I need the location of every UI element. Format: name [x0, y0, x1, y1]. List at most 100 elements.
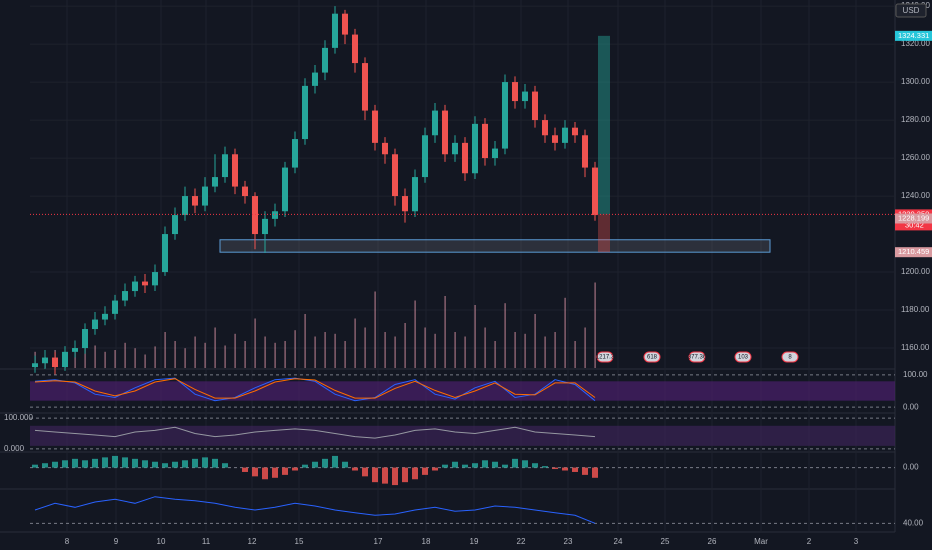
- candle-body: [302, 85, 308, 140]
- histogram-bar: [572, 467, 578, 472]
- histogram-bar: [82, 460, 88, 468]
- candle-body: [132, 281, 138, 292]
- volume-bar: [234, 333, 236, 368]
- stop-zone: [598, 214, 610, 253]
- indicator-tick-label: 40.00: [903, 518, 924, 527]
- histogram-bar: [132, 458, 138, 468]
- volume-bar: [524, 333, 526, 368]
- candle-body: [522, 91, 528, 102]
- histogram-bar: [152, 461, 158, 468]
- histogram-bar: [532, 463, 538, 468]
- histogram-bar: [62, 460, 68, 468]
- volume-bar: [454, 332, 456, 368]
- volume-bar: [424, 327, 426, 368]
- histogram-bar: [422, 467, 428, 475]
- volume-bar: [374, 291, 376, 368]
- candle-body: [222, 154, 228, 178]
- x-tick-label: 17: [374, 537, 383, 546]
- indicator-line: [34, 426, 596, 439]
- x-tick-label: 26: [708, 537, 717, 546]
- x-tick-label: 24: [614, 537, 623, 546]
- candle-body: [422, 135, 428, 178]
- event-marker: [781, 351, 799, 363]
- indicator-tick-label: 0.00: [903, 463, 919, 472]
- price-badge: [895, 247, 932, 258]
- candle-body: [312, 72, 318, 86]
- event-marker: [643, 351, 661, 363]
- volume-bar: [554, 332, 556, 368]
- volume-bar: [464, 336, 466, 368]
- histogram-bar: [322, 458, 328, 468]
- candle-body: [372, 110, 378, 143]
- x-tick-label: 22: [517, 537, 526, 546]
- volume-bar: [324, 332, 326, 368]
- candle-body: [192, 196, 198, 206]
- histogram-bar: [42, 463, 48, 468]
- y-tick-label: 1180.00: [901, 305, 930, 314]
- x-tick-label: 23: [564, 537, 573, 546]
- candle-body: [472, 123, 478, 174]
- volume-bar: [444, 296, 446, 368]
- histogram-bar: [592, 467, 598, 478]
- candle-body: [442, 110, 448, 155]
- histogram-bar: [432, 467, 438, 471]
- histogram-bar: [402, 467, 408, 483]
- volume-bar: [154, 346, 156, 368]
- volume-bar: [294, 330, 296, 368]
- volume-bar: [124, 342, 126, 368]
- volume-bar: [584, 327, 586, 368]
- candle-body: [462, 142, 468, 174]
- volume-bar: [334, 333, 336, 368]
- histogram-bar: [542, 466, 548, 468]
- x-tick-label: 15: [295, 537, 304, 546]
- x-tick-label: 9: [114, 537, 119, 546]
- volume-bar: [494, 341, 496, 368]
- histogram-bar: [482, 460, 488, 468]
- candle-body: [332, 13, 338, 48]
- histogram-bar: [412, 467, 418, 480]
- event-label: 618: [647, 355, 658, 361]
- volume-bar: [564, 297, 566, 368]
- candle-body: [182, 196, 188, 216]
- candle-body: [532, 91, 538, 121]
- event-label: 103: [738, 355, 749, 361]
- volume-bar: [404, 323, 406, 368]
- histogram-bar: [382, 467, 388, 484]
- candle-body: [432, 110, 438, 136]
- histogram-bar: [562, 467, 568, 471]
- candle-body: [582, 135, 588, 168]
- candle-body: [152, 272, 158, 286]
- currency-box[interactable]: [895, 3, 927, 18]
- indicator-tick-label: 100.00: [903, 370, 928, 379]
- histogram-bar: [112, 455, 118, 468]
- volume-bar: [474, 305, 476, 368]
- candle-body: [492, 148, 498, 159]
- histogram-bar: [102, 457, 108, 468]
- candle-body: [232, 154, 238, 187]
- candle-body: [32, 363, 38, 368]
- volume-bar: [194, 336, 196, 368]
- event-label: 377.36: [688, 355, 707, 361]
- candle-body: [92, 319, 98, 330]
- candle-body: [572, 127, 578, 136]
- price-badge-label: 1210.459: [898, 247, 929, 256]
- histogram-bar: [142, 460, 148, 468]
- price-badge-label: 1228.199: [898, 213, 929, 222]
- candle-body: [592, 167, 598, 216]
- x-tick-label: 10: [157, 537, 166, 546]
- volume-bar: [504, 303, 506, 368]
- candle-body: [212, 177, 218, 187]
- volume-bar: [184, 348, 186, 368]
- candle-body: [452, 142, 458, 155]
- histogram-bar: [222, 463, 228, 468]
- y-tick-label: 1320.00: [901, 39, 930, 48]
- volume-bar: [204, 342, 206, 368]
- indicator-line: [34, 378, 596, 399]
- volume-bar: [434, 333, 436, 368]
- volume-bar: [284, 341, 286, 368]
- target-zone: [598, 35, 610, 215]
- candle-body: [402, 196, 408, 212]
- candle-body: [272, 211, 278, 219]
- histogram-bar: [202, 457, 208, 468]
